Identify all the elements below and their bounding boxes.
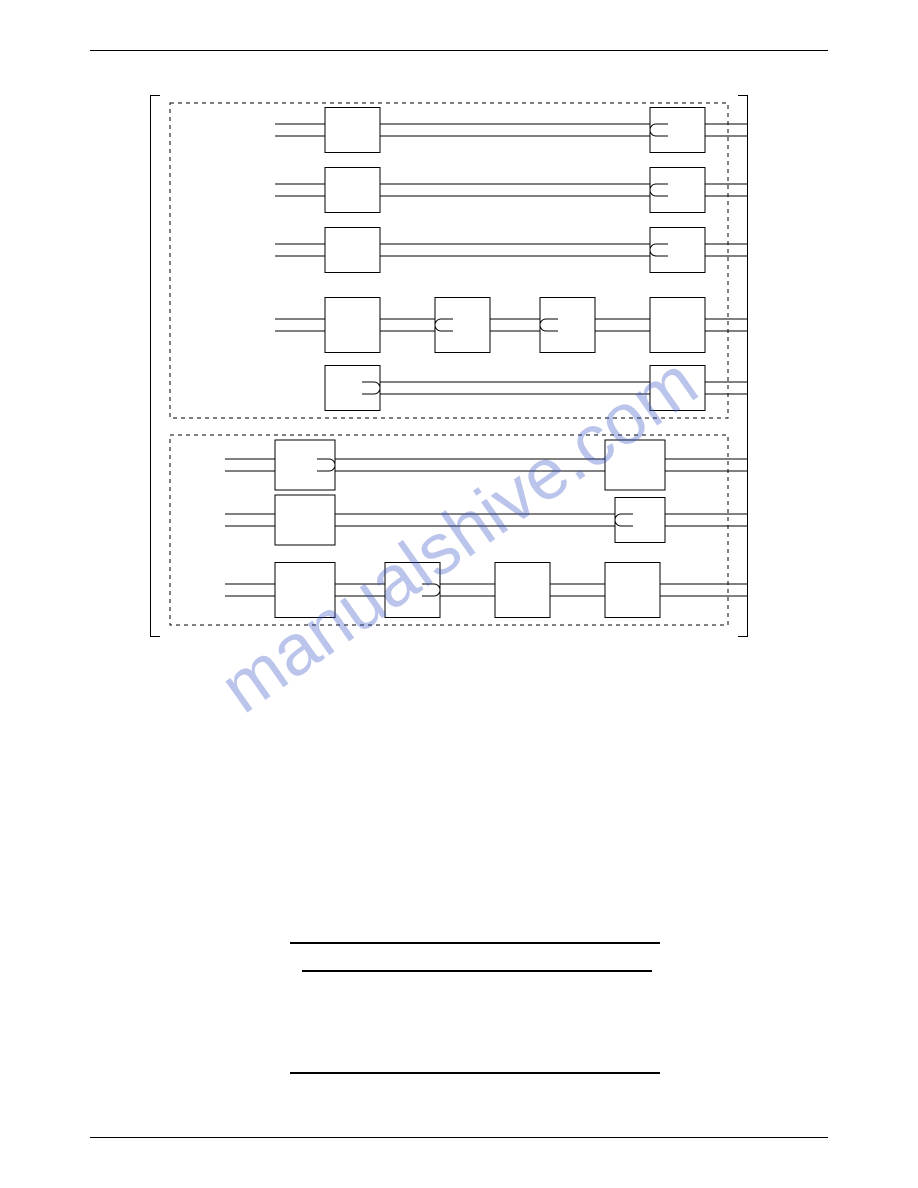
underline-2 [302, 970, 652, 972]
page-top-rule [90, 50, 828, 51]
underline-3 [290, 1072, 660, 1074]
page-container [90, 50, 828, 1138]
page-bottom-rule [90, 1137, 828, 1138]
wiring-diagram [150, 95, 748, 637]
underline-group [290, 942, 660, 1100]
underline-1 [290, 942, 660, 944]
